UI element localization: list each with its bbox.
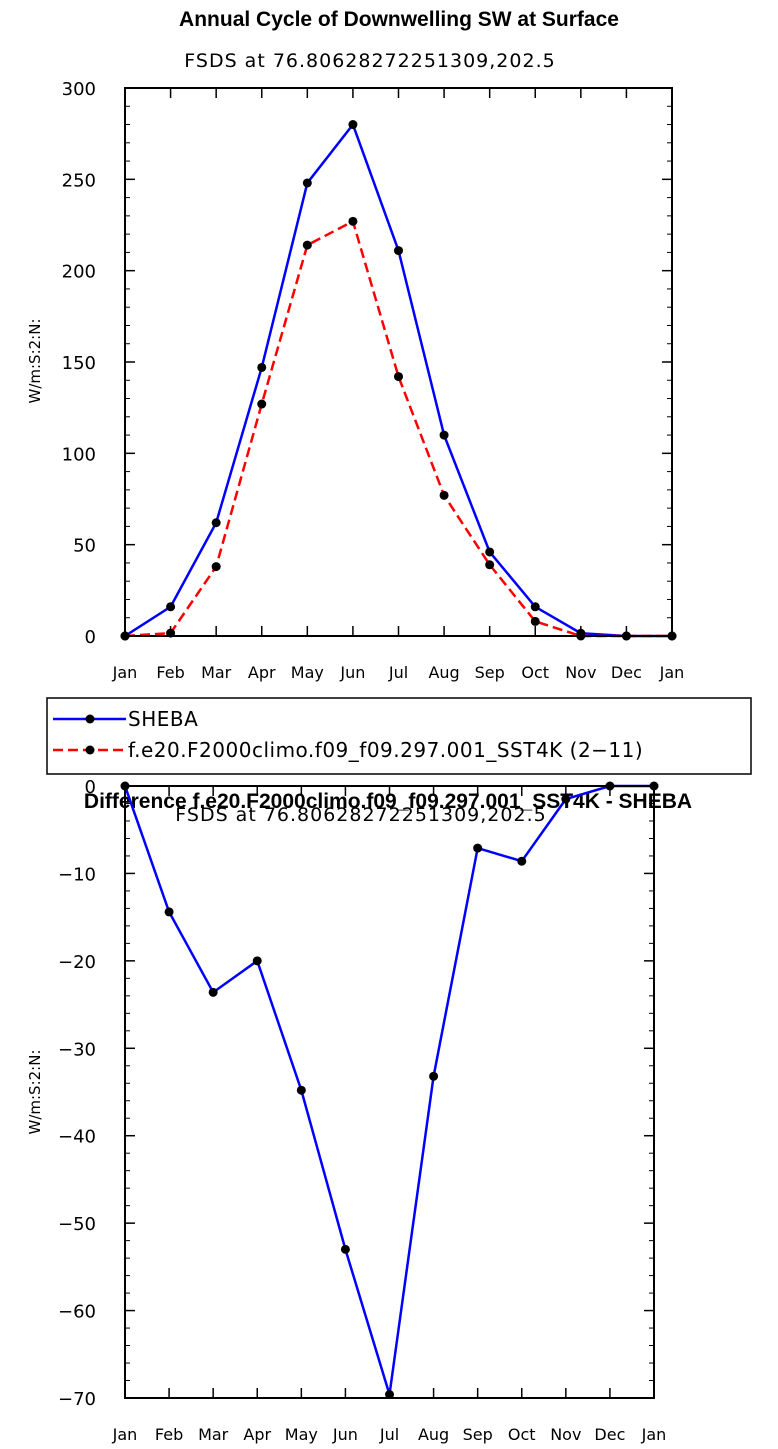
y-tick-labels: 0 −10 −20 −30 −40 −50 −60 −70 xyxy=(58,777,654,1410)
data-series xyxy=(120,120,677,641)
x-tick-label: Dec xyxy=(611,663,642,682)
x-tick-label: Feb xyxy=(155,1425,183,1444)
y-tick-label: 150 xyxy=(62,353,96,374)
y-tick-label: −10 xyxy=(58,864,96,885)
legend-box xyxy=(46,697,752,775)
x-tick-label: Apr xyxy=(248,663,276,682)
data-point xyxy=(530,602,540,612)
series-line-0 xyxy=(123,784,654,1395)
x-tick-label: Nov xyxy=(550,1425,581,1444)
data-point xyxy=(348,216,358,226)
y-tick-label: −50 xyxy=(58,1214,96,1235)
data-point xyxy=(208,987,218,997)
x-tick-label: May xyxy=(291,663,324,682)
x-tick-label: Jul xyxy=(388,663,408,682)
data-point xyxy=(252,956,262,966)
y-tick-label: 50 xyxy=(73,536,96,557)
series-line-1 xyxy=(124,219,672,638)
x-tick-label: Aug xyxy=(428,663,459,682)
x-tick-label: Oct xyxy=(521,663,549,682)
y-tick-label: 0 xyxy=(85,627,96,648)
data-point xyxy=(517,856,527,866)
data-point xyxy=(211,518,221,528)
legend-label-model: f.e20.F2000climo.f09_f09.297.001_SST4K (… xyxy=(128,738,643,762)
x-tick-label: Mar xyxy=(198,1425,229,1444)
data-point xyxy=(394,246,403,256)
x-tick-label: May xyxy=(285,1425,318,1444)
y-tick-label: 200 xyxy=(62,262,96,283)
data-point xyxy=(439,490,449,500)
chart-title: Annual Cycle of Downwelling SW at Surfac… xyxy=(179,8,619,31)
data-point xyxy=(164,907,174,917)
legend-label-sheba: SHEBA xyxy=(128,707,198,731)
data-point xyxy=(296,1085,306,1095)
y-tick-label: −20 xyxy=(58,952,96,973)
data-point xyxy=(211,562,221,572)
y-tick-label: −40 xyxy=(58,1127,96,1148)
x-tick-label: Dec xyxy=(594,1425,625,1444)
x-tick-labels: Jan Feb Mar Apr May Jun Jul Aug Sep Oct Nov Dec Jan xyxy=(112,88,685,682)
x-tick-label: Jun xyxy=(332,1425,358,1444)
legend-marker-model xyxy=(85,745,95,755)
y-axis-label: W/m:S:2:N: xyxy=(26,1050,44,1135)
y-tick-label: 0 xyxy=(85,777,96,798)
x-tick-label: Sep xyxy=(463,1425,493,1444)
data-point xyxy=(302,240,312,250)
chart-title: Difference f.e20.F2000climo.f09_f09.297.… xyxy=(84,790,692,813)
x-tick-label: Oct xyxy=(508,1425,536,1444)
x-tick-label: Feb xyxy=(156,663,184,682)
data-point xyxy=(348,120,358,130)
y-tick-label: 300 xyxy=(62,79,96,100)
data-point xyxy=(385,1390,394,1400)
data-point xyxy=(530,616,540,626)
x-tick-label: Jun xyxy=(339,663,365,682)
x-tick-label: Nov xyxy=(565,663,596,682)
data-point xyxy=(302,178,312,188)
chart-subtitle: FSDS at 76.80628272251309,202.5 xyxy=(175,804,546,826)
data-point xyxy=(561,794,571,804)
plot-frame xyxy=(124,785,655,1399)
data-point xyxy=(485,547,495,557)
data-point xyxy=(257,362,267,372)
data-point xyxy=(257,399,267,409)
x-tick-label: Jan xyxy=(112,1425,138,1444)
y-tick-label: −60 xyxy=(58,1302,96,1323)
data-series xyxy=(120,781,659,1400)
data-point xyxy=(473,843,483,853)
data-point xyxy=(429,1071,439,1081)
y-tick-labels: 0 50 100 150 200 250 300 xyxy=(62,79,672,648)
x-tick-label: Aug xyxy=(418,1425,449,1444)
data-point xyxy=(394,372,403,382)
legend-marker-sheba xyxy=(85,714,95,724)
y-tick-label: 100 xyxy=(62,444,96,465)
data-point xyxy=(485,560,495,570)
data-point xyxy=(166,602,176,612)
x-tick-label: Apr xyxy=(243,1425,271,1444)
legend: SHEBA f.e20.F2000climo.f09_f09.297.001_S… xyxy=(46,697,752,775)
difference-chart: Difference f.e20.F2000climo.f09_f09.297.… xyxy=(26,777,692,1444)
x-tick-label: Jul xyxy=(379,1425,399,1444)
data-point xyxy=(340,1244,350,1254)
plot-frame xyxy=(124,87,673,637)
y-tick-label: 250 xyxy=(62,170,96,191)
x-tick-label: Mar xyxy=(201,663,232,682)
minor-ticks xyxy=(125,802,654,1382)
annual-cycle-chart: Annual Cycle of Downwelling SW at Surfac… xyxy=(26,8,684,682)
x-tick-label: Jan xyxy=(641,1425,667,1444)
x-tick-label: Sep xyxy=(475,663,505,682)
data-point xyxy=(439,430,449,440)
y-tick-label: −70 xyxy=(58,1389,96,1410)
x-tick-label: Jan xyxy=(659,663,685,682)
x-tick-labels: Jan Feb Mar Apr May Jun Jul Aug Sep Oct Nov Dec Jan xyxy=(112,786,667,1444)
x-tick-label: Jan xyxy=(112,663,138,682)
chart-subtitle: FSDS at 76.80628272251309,202.5 xyxy=(184,50,555,72)
y-tick-label: −30 xyxy=(58,1039,96,1060)
y-axis-label: W/m:S:2:N: xyxy=(26,319,44,404)
